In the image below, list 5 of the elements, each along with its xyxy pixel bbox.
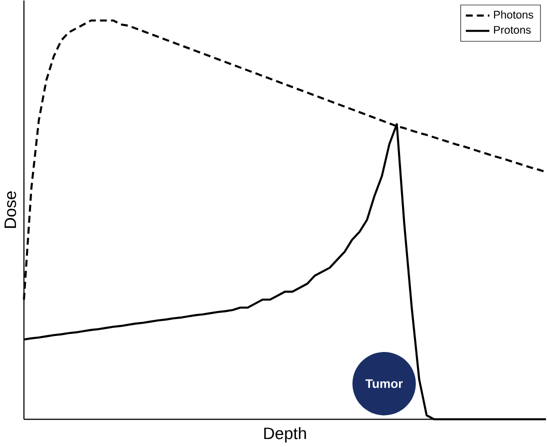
legend-label: Protons xyxy=(494,26,531,34)
annotation: Tumor xyxy=(365,379,403,388)
y-axis-title: Dose xyxy=(4,191,16,228)
legend-label: Photons xyxy=(494,10,534,19)
x-axis-title: Depth xyxy=(264,427,306,442)
